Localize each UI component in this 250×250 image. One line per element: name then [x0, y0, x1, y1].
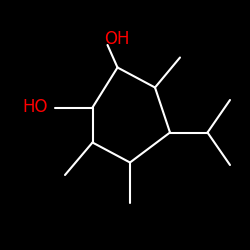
Text: HO: HO	[22, 98, 48, 116]
Text: OH: OH	[104, 30, 129, 48]
